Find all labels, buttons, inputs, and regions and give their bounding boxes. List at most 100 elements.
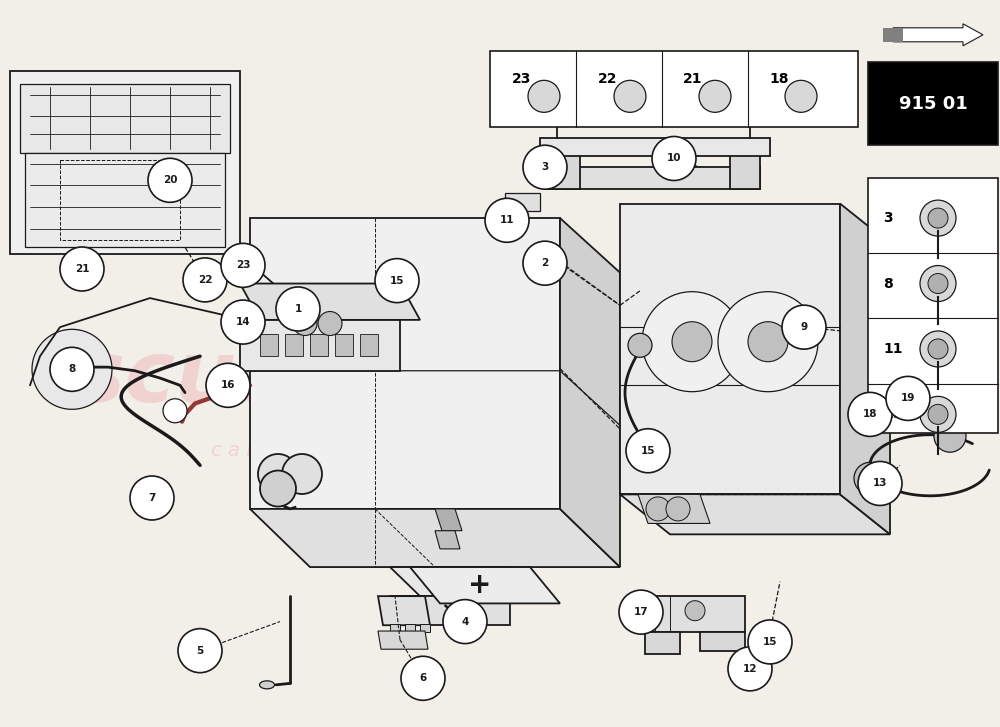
Circle shape [886, 377, 930, 420]
Bar [755, 327, 780, 352]
Polygon shape [540, 138, 770, 156]
Polygon shape [378, 631, 428, 649]
Polygon shape [390, 624, 400, 632]
Circle shape [178, 629, 222, 672]
Text: 915 01: 915 01 [899, 95, 967, 113]
Bar [490, 51, 858, 127]
Circle shape [401, 656, 445, 700]
Circle shape [619, 590, 663, 634]
Circle shape [206, 364, 250, 407]
Text: 21: 21 [75, 264, 89, 274]
Circle shape [928, 404, 948, 425]
Text: 18: 18 [863, 409, 877, 419]
Polygon shape [20, 84, 230, 153]
Polygon shape [250, 509, 620, 567]
Polygon shape [285, 334, 303, 356]
Text: 11: 11 [883, 342, 902, 356]
Polygon shape [840, 204, 890, 534]
Text: 15: 15 [641, 446, 655, 456]
Circle shape [258, 454, 298, 494]
Circle shape [858, 462, 902, 505]
Circle shape [848, 393, 892, 436]
Bar [855, 427, 880, 452]
Bar [755, 377, 780, 402]
Circle shape [928, 339, 948, 359]
Polygon shape [548, 145, 580, 189]
Bar [868, 62, 998, 145]
Text: 15: 15 [763, 637, 777, 647]
Bar [730, 402, 755, 427]
Text: ×: × [441, 601, 459, 621]
Polygon shape [240, 320, 400, 371]
Text: 15: 15 [390, 276, 404, 286]
Bar [805, 327, 830, 352]
Text: 22: 22 [198, 275, 212, 285]
Circle shape [443, 600, 487, 643]
Circle shape [672, 321, 712, 362]
Text: +: + [468, 571, 492, 599]
Bar [805, 427, 830, 452]
Circle shape [276, 287, 320, 331]
Circle shape [318, 311, 342, 336]
Bar [805, 377, 830, 402]
Circle shape [282, 454, 322, 494]
Bar [705, 327, 730, 352]
Bar [705, 477, 730, 502]
Circle shape [854, 462, 886, 494]
Text: 12: 12 [743, 664, 757, 674]
Circle shape [293, 311, 317, 336]
Polygon shape [730, 145, 760, 189]
Polygon shape [25, 153, 225, 247]
Circle shape [523, 145, 567, 189]
Circle shape [628, 333, 652, 358]
Polygon shape [378, 596, 430, 625]
Circle shape [748, 620, 792, 664]
Bar [855, 377, 880, 402]
Circle shape [130, 476, 174, 520]
Circle shape [260, 470, 296, 507]
Text: 15: 15 [883, 407, 902, 422]
Circle shape [626, 429, 670, 473]
Bar [680, 352, 705, 377]
Circle shape [920, 331, 956, 367]
Polygon shape [902, 387, 920, 396]
Circle shape [528, 80, 560, 113]
Text: 5: 5 [196, 646, 204, 656]
Text: 23: 23 [236, 260, 250, 270]
Polygon shape [435, 509, 462, 531]
Bar [780, 502, 805, 527]
Text: 9: 9 [800, 322, 808, 332]
Polygon shape [260, 334, 278, 356]
Polygon shape [893, 24, 983, 46]
Bar [855, 477, 880, 502]
Circle shape [163, 398, 187, 423]
Polygon shape [548, 167, 760, 189]
Bar [705, 377, 730, 402]
Text: 20: 20 [163, 175, 177, 185]
Text: 21: 21 [683, 72, 702, 86]
Text: 3: 3 [541, 162, 549, 172]
Polygon shape [620, 494, 890, 534]
Polygon shape [410, 567, 560, 603]
Bar [855, 327, 880, 352]
Ellipse shape [260, 680, 274, 689]
Bar [755, 427, 780, 452]
Bar [830, 402, 855, 427]
Bar [730, 452, 755, 477]
Polygon shape [420, 624, 430, 632]
Text: scuderia: scuderia [73, 337, 487, 419]
Polygon shape [895, 404, 918, 418]
Text: 4: 4 [461, 616, 469, 627]
Bar [680, 502, 705, 527]
Circle shape [221, 300, 265, 344]
Circle shape [375, 259, 419, 302]
Polygon shape [645, 596, 745, 632]
Text: 18: 18 [769, 72, 788, 86]
Polygon shape [560, 218, 620, 567]
Circle shape [614, 80, 646, 113]
Text: 16: 16 [221, 380, 235, 390]
Circle shape [718, 292, 818, 392]
Text: 7: 7 [148, 493, 156, 503]
Bar [705, 427, 730, 452]
Polygon shape [360, 334, 378, 356]
